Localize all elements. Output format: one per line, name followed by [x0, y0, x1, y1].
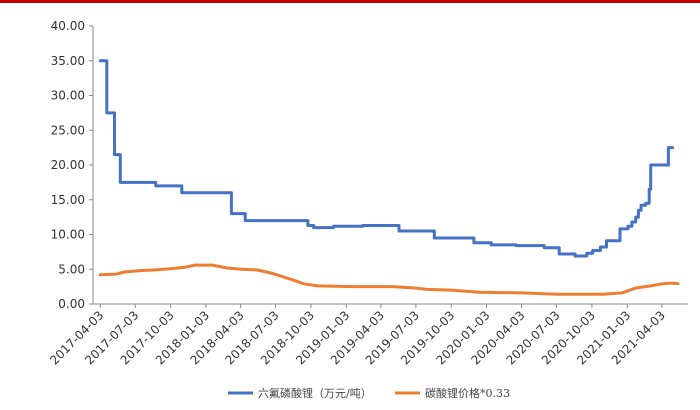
legend-label-2: 碳酸锂价格*0.33	[425, 386, 510, 400]
y-tick-label: 30.00	[51, 89, 85, 103]
y-tick-label: 15.00	[51, 193, 85, 207]
y-tick-label: 0.00	[58, 297, 85, 311]
y-tick-label: 40.00	[51, 19, 85, 33]
series-line-1	[98, 59, 675, 258]
y-tick-label: 5.00	[58, 262, 85, 276]
y-tick-label: 10.00	[51, 228, 85, 242]
legend-label-1: 六氟磷酸锂（万元/吨）	[258, 386, 372, 400]
y-tick-label: 25.00	[51, 123, 85, 137]
series-line-2	[98, 263, 680, 296]
y-tick-label: 35.00	[51, 54, 85, 68]
top-red-rule	[0, 0, 700, 3]
y-tick-label: 20.00	[51, 158, 85, 172]
